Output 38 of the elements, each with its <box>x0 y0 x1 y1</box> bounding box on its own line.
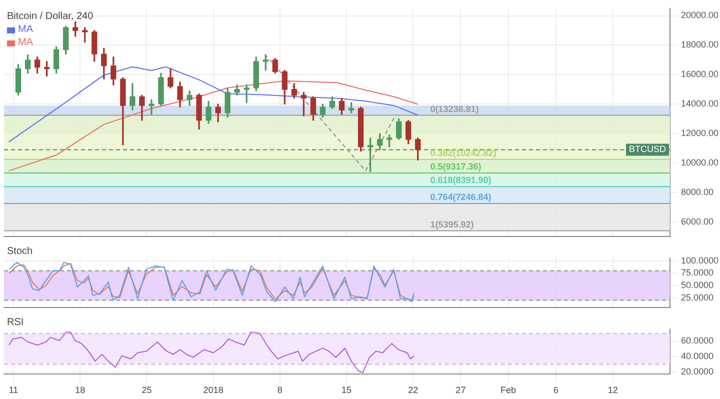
y-tick-label: 6000.00 <box>681 216 714 226</box>
y-tick-label: 16000.00 <box>681 69 719 80</box>
y-tick-label: 100.0000 <box>681 255 719 266</box>
y-tick-label: 75.0000 <box>681 268 714 278</box>
x-tick-label: Feb <box>500 385 516 396</box>
y-tick-label: 20000.00 <box>681 10 719 20</box>
legend-label: MA <box>18 37 34 48</box>
x-tick-label: 25 <box>142 385 152 396</box>
y-tick-label: 12000.00 <box>681 128 719 138</box>
y-tick-label: 25.0000 <box>681 292 714 302</box>
x-tick-label: 15 <box>342 385 352 396</box>
y-tick-label: 18000.00 <box>681 40 719 50</box>
chart-title: Stoch <box>7 246 33 257</box>
ref-line-label: 0.382(10242.82) <box>430 148 496 158</box>
chart-title: RSI <box>7 316 24 328</box>
ref-line-label: 1(5395.92) <box>430 219 474 230</box>
ref-line-label: 0.764(7246.84) <box>430 192 492 202</box>
x-tick-label: 8 <box>277 385 282 396</box>
y-tick-label: 8000.00 <box>681 186 714 197</box>
ref-line-label: 0(13238.81) <box>430 104 479 114</box>
x-tick-label: 6 <box>553 385 558 396</box>
y-tick-label: 20.0000 <box>681 366 714 376</box>
ref-line-label: 0.618(8391.90) <box>430 175 492 186</box>
x-tick-label: 18 <box>75 385 86 396</box>
x-tick-label: 22 <box>408 385 418 396</box>
ref-line-label: 0.5(9317.36) <box>430 162 482 172</box>
x-tick-label: 12 <box>608 385 618 396</box>
y-tick-label: 40.0000 <box>681 351 714 362</box>
y-tick-label: 10000.00 <box>681 157 719 168</box>
ref-line-label: BTCUSD <box>629 144 666 154</box>
x-tick-label: 2018 <box>203 385 224 396</box>
chart-title: Bitcoin / Dollar, 240 <box>7 11 94 22</box>
x-tick-label: 27 <box>456 385 466 396</box>
legend-label: MA <box>18 24 34 36</box>
y-tick-label: 60.0000 <box>681 336 714 346</box>
y-tick-label: 50.0000 <box>681 280 714 290</box>
y-tick-label: 14000.00 <box>681 98 719 109</box>
x-tick-label: 11 <box>8 385 18 396</box>
